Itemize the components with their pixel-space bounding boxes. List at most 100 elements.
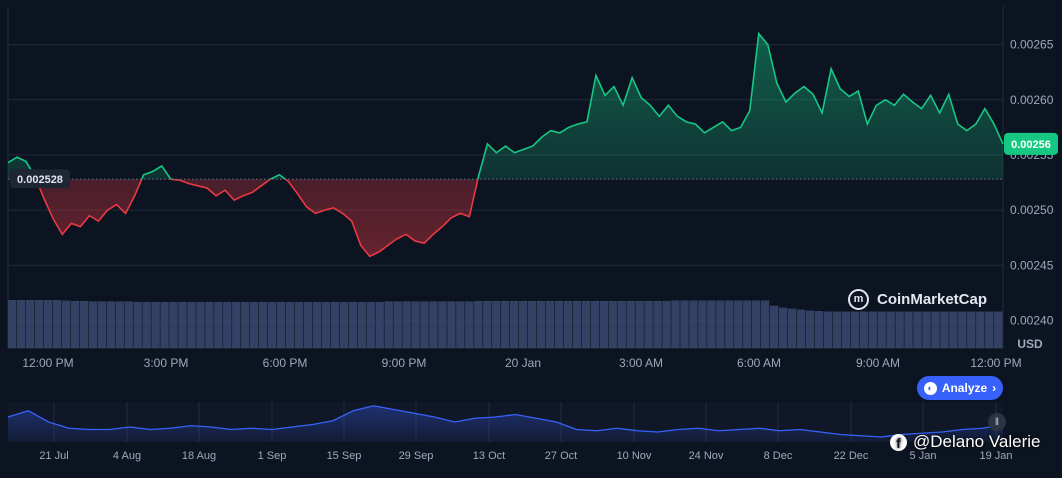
navigator-area — [8, 405, 1003, 442]
volume-bar — [895, 311, 904, 348]
current-price-badge — [1004, 132, 1058, 155]
volume-bar — [393, 301, 402, 348]
volume-bar — [796, 309, 806, 348]
volume-bar — [626, 300, 635, 348]
volume-bar — [689, 300, 698, 348]
navigator-tick-label: 10 Nov — [617, 450, 652, 462]
volume-bar — [904, 311, 913, 348]
x-tick-label: 12:00 PM — [970, 356, 1021, 370]
volume-bar — [43, 300, 53, 348]
volume-bar — [671, 300, 680, 348]
volume-bar — [877, 311, 886, 348]
volume-bar — [214, 301, 223, 348]
volume-bars — [8, 300, 1003, 348]
volume-bar — [572, 300, 582, 348]
volume-bar — [250, 301, 259, 348]
volume-bar — [79, 300, 89, 348]
volume-bar — [913, 311, 922, 348]
navigator-tick-label: 1 Sep — [258, 450, 287, 462]
volume-bar — [841, 311, 851, 348]
volume-bar — [34, 300, 44, 348]
volume-bar — [985, 311, 994, 348]
volume-bar — [348, 301, 357, 348]
volume-bar — [151, 301, 160, 348]
baseline-label-box — [10, 169, 70, 189]
volume-bar — [88, 301, 98, 348]
volume-bar — [187, 301, 196, 348]
volume-bar — [563, 300, 573, 348]
volume-bar — [420, 301, 429, 348]
volume-bar — [133, 301, 142, 348]
volume-bar — [330, 301, 340, 348]
watermark-handle: @Delano Valerie — [913, 432, 1041, 451]
volume-bar — [106, 301, 115, 348]
volume-bar — [725, 300, 734, 348]
navigator-tick-label: 18 Aug — [182, 450, 216, 462]
navigator-tick-label: 29 Sep — [399, 450, 434, 462]
volume-bar — [16, 300, 26, 348]
volume-bar — [976, 311, 985, 348]
volume-bar — [644, 300, 653, 348]
volume-bar — [967, 311, 976, 348]
volume-bar — [859, 311, 868, 348]
volume-bar — [931, 311, 940, 348]
cmc-mark-icon: m — [848, 288, 869, 310]
volume-bar — [492, 300, 501, 348]
volume-bar — [949, 311, 958, 348]
volume-bar — [429, 301, 438, 348]
navigator-handle[interactable]: ‖ — [988, 413, 1006, 431]
volume-bar — [716, 300, 725, 348]
volume-bar — [922, 311, 931, 348]
y-tick-label: 0.00250 — [1010, 203, 1054, 217]
baseline-marker: 0.002528 — [8, 169, 1003, 189]
volume-bar — [241, 301, 250, 348]
x-axis: 12:00 PM 3:00 PM 6:00 PM 9:00 PM 20 Jan 3:00 … — [22, 356, 1021, 370]
navigator-tick-label: 15 Sep — [327, 450, 362, 462]
volume-bar — [707, 300, 716, 348]
analyze-button[interactable]: ◐ Analyze › — [917, 376, 1003, 400]
volume-bar — [814, 311, 824, 348]
volume-bar — [635, 300, 644, 348]
volume-bar — [25, 300, 35, 348]
volume-bar — [509, 300, 519, 348]
baseline-label: 0.002528 — [17, 174, 63, 186]
volume-bar — [8, 300, 17, 348]
volume-bar — [886, 311, 895, 348]
navigator-tick-label: 21 Jul — [39, 450, 68, 462]
volume-bar — [447, 301, 456, 348]
volume-bar — [599, 300, 608, 348]
volume-bar — [303, 301, 313, 348]
price-line-up — [7, 31, 1004, 180]
y-axis-unit: USD — [1017, 337, 1043, 351]
volume-bar — [617, 300, 626, 348]
volume-bar — [276, 301, 286, 348]
navigator-tick-label: 19 Jan — [979, 450, 1012, 462]
price-area-down — [36, 179, 478, 257]
x-tick-label: 9:00 PM — [382, 356, 427, 370]
volume-bar — [115, 301, 124, 348]
navigator-panel[interactable]: 21 Jul 4 Aug 18 Aug 1 Sep 15 Sep 29 Sep 13 Oct… — [7, 402, 1013, 462]
volume-bar — [536, 300, 546, 348]
volume-bar — [787, 308, 797, 348]
navigator-tick-label: 5 Jan — [910, 450, 937, 462]
x-tick-label: 20 Jan — [505, 356, 541, 370]
volume-bar — [321, 301, 331, 348]
analyze-label: Analyze — [941, 381, 988, 395]
facebook-icon: f — [890, 433, 907, 451]
volume-bar — [438, 301, 447, 348]
volume-bar — [590, 300, 600, 348]
volume-bar — [483, 300, 492, 348]
price-area-up — [8, 33, 1003, 180]
navigator-tick-label: 4 Aug — [113, 450, 141, 462]
volume-bar — [868, 311, 877, 348]
volume-bar — [501, 300, 510, 348]
chevron-right-icon: › — [992, 381, 997, 395]
volume-bar — [339, 301, 349, 348]
volume-bar — [61, 300, 71, 348]
volume-bar — [97, 301, 106, 348]
volume-bar — [142, 301, 151, 348]
cmc-logo-text: CoinMarketCap — [877, 290, 988, 308]
x-tick-label: 6:00 AM — [737, 356, 781, 370]
volume-bar — [465, 301, 474, 348]
